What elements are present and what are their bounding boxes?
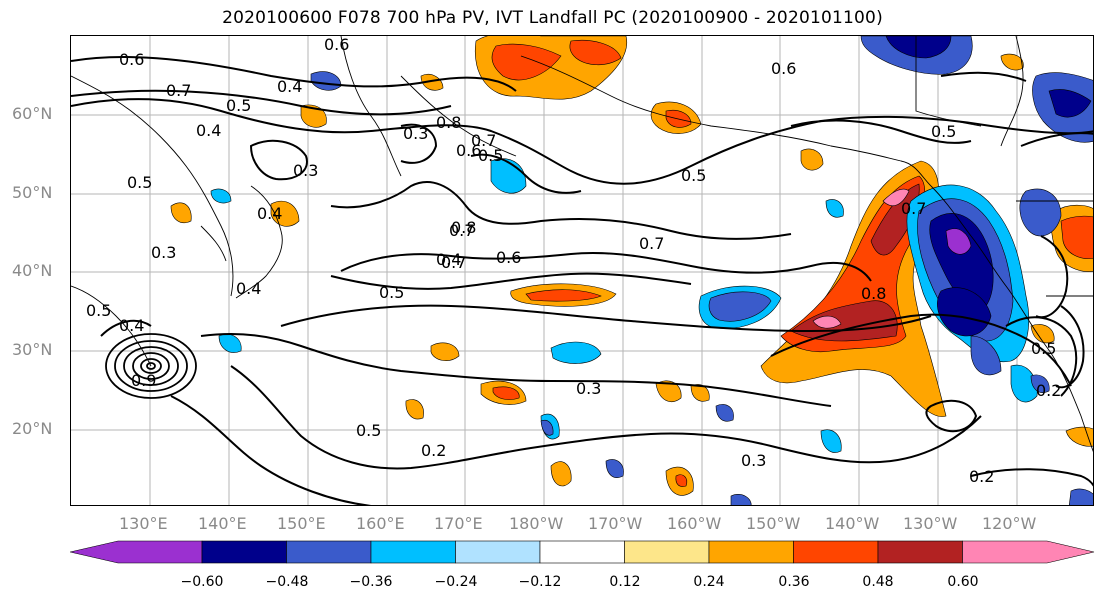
lon-label: 140°E xyxy=(198,514,247,533)
contour-label: 0.3 xyxy=(403,124,428,143)
contour-label: 0.3 xyxy=(293,161,318,180)
lon-label: 170°W xyxy=(588,514,643,533)
contour-label: 0.6 xyxy=(496,248,521,267)
colorbar xyxy=(70,540,1095,564)
colorbar-tick: 0.60 xyxy=(947,574,979,590)
contour-label: 0.5 xyxy=(681,166,706,185)
lon-label: 140°W xyxy=(825,514,880,533)
contour-label: 0.6 xyxy=(456,141,481,160)
contour-label: 0.5 xyxy=(356,421,381,440)
contour-label: 0.5 xyxy=(379,283,404,302)
contour-label: 0.7 xyxy=(166,81,191,100)
lon-label: 150°W xyxy=(746,514,801,533)
contour-label: 0.5 xyxy=(478,146,503,165)
colorbar-tick: 0.48 xyxy=(862,574,894,590)
contour-label: 0.4 xyxy=(257,204,282,223)
colorbar-segment xyxy=(286,540,372,564)
colorbar-tick: −0.36 xyxy=(349,574,393,590)
contour-label: 0.8 xyxy=(451,218,476,237)
colorbar-segment xyxy=(793,540,879,564)
contour-label: 0.5 xyxy=(931,122,956,141)
map-title: 2020100600 F078 700 hPa PV, IVT Landfall… xyxy=(222,8,883,28)
colorbar-tick: 0.36 xyxy=(778,574,810,590)
contour-label: 0.6 xyxy=(771,59,796,78)
contour-label: 0.4 xyxy=(436,250,461,269)
contour-label: 0.5 xyxy=(226,96,251,115)
colorbar-tick: −0.12 xyxy=(518,574,562,590)
lat-label: 60°N xyxy=(12,104,53,123)
contour-label: 0.6 xyxy=(324,36,349,54)
contour-label: 0.3 xyxy=(741,451,766,470)
colorbar-tick: 0.24 xyxy=(693,574,725,590)
lat-label: 50°N xyxy=(12,183,53,202)
lat-label: 30°N xyxy=(12,340,53,359)
colorbar-segment xyxy=(877,540,963,564)
colorbar-segment xyxy=(962,540,1095,564)
colorbar-tick: −0.48 xyxy=(265,574,309,590)
contour-label: 0.5 xyxy=(127,173,152,192)
pv-contours xyxy=(71,55,1093,505)
contour-label: 0.7 xyxy=(441,253,466,272)
colorbar-segment xyxy=(708,540,794,564)
colorbar-segment xyxy=(370,540,456,564)
map-canvas: 0.6 0.6 0.7 0.4 0.5 0.4 0.3 0.5 0.4 0.3 … xyxy=(71,36,1093,505)
colorbar-tick: −0.60 xyxy=(180,574,224,590)
contour-label: 0.7 xyxy=(901,199,926,218)
lon-label: 180°W xyxy=(509,514,564,533)
colorbar-segment xyxy=(70,540,203,564)
contour-label: 0.7 xyxy=(639,234,664,253)
contour-label: 0.5 xyxy=(86,301,111,320)
contour-label: 0.2 xyxy=(421,441,446,460)
map-panel: 0.6 0.6 0.7 0.4 0.5 0.4 0.3 0.5 0.4 0.3 … xyxy=(70,35,1094,506)
contour-label: 0.6 xyxy=(119,50,144,69)
lon-label: 160°E xyxy=(356,514,405,533)
cyclone-contours xyxy=(105,333,197,399)
lat-label: 20°N xyxy=(12,419,53,438)
contour-label: 0.8 xyxy=(436,113,461,132)
contour-label: 0.2 xyxy=(1036,381,1061,400)
lon-label: 120°W xyxy=(982,514,1037,533)
contour-label: 0.7 xyxy=(471,131,496,150)
colorbar-segment xyxy=(455,540,541,564)
contour-label: 0.8 xyxy=(861,284,886,303)
contour-label: 0.5 xyxy=(1031,339,1056,358)
lon-label: 160°W xyxy=(667,514,722,533)
lat-label: 40°N xyxy=(12,261,53,280)
contour-label: 0.4 xyxy=(236,279,261,298)
coastlines xyxy=(71,36,1093,453)
colorbar-tick: −0.24 xyxy=(434,574,478,590)
contour-label: 0.4 xyxy=(277,77,302,96)
colorbar-segment xyxy=(539,540,625,564)
lon-label: 130°W xyxy=(903,514,958,533)
contour-label: 0.3 xyxy=(576,379,601,398)
contour-label: 0.7 xyxy=(449,221,474,240)
colorbar-segment xyxy=(201,540,287,564)
contour-label-group: 0.6 0.6 0.7 0.4 0.5 0.4 0.3 0.5 0.4 0.3 … xyxy=(86,36,1061,486)
lon-label: 130°E xyxy=(119,514,168,533)
lon-label: 150°E xyxy=(277,514,326,533)
contour-label: 0.4 xyxy=(196,121,221,140)
contour-label: 0.3 xyxy=(151,243,176,262)
contour-label: 0.4 xyxy=(119,316,144,335)
colorbar-tick: 0.12 xyxy=(609,574,641,590)
lon-label: 170°E xyxy=(434,514,483,533)
contour-label: 0.2 xyxy=(969,467,994,486)
contour-label: 0.9 xyxy=(131,371,156,390)
colorbar-segment xyxy=(624,540,710,564)
negative-anomaly-fills xyxy=(210,36,1093,505)
